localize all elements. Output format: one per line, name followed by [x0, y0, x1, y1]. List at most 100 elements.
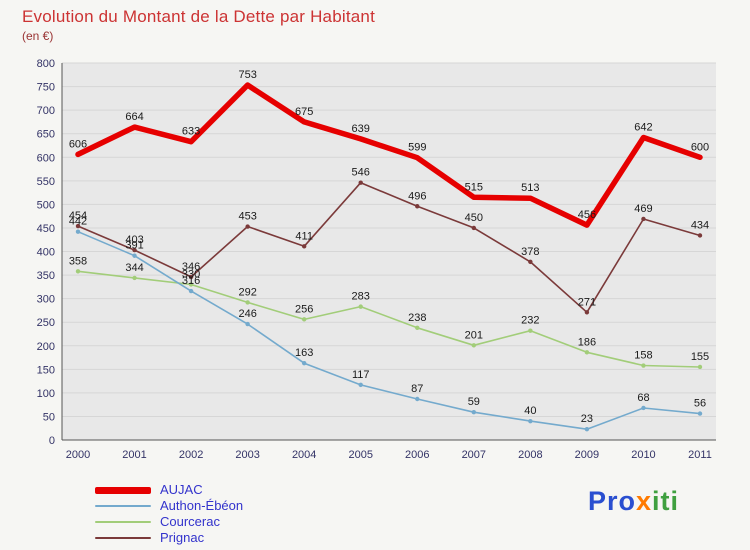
data-label: 450: [465, 212, 483, 224]
data-label: 292: [238, 286, 256, 298]
series-point: [132, 253, 137, 258]
legend-swatch: [95, 505, 151, 507]
series-point: [188, 274, 194, 280]
logo-part: iti: [652, 486, 680, 516]
legend-label: Prignac: [160, 530, 205, 545]
data-label: 664: [125, 111, 143, 123]
data-label: 330: [182, 268, 200, 280]
y-tick-label: 400: [37, 247, 55, 259]
data-label: 256: [295, 303, 313, 315]
series-point: [75, 229, 81, 234]
data-label: 238: [408, 312, 426, 324]
legend-label: Authon-Ébéon: [160, 498, 244, 513]
data-label: 283: [352, 291, 370, 303]
series-point: [245, 224, 250, 229]
series-point: [584, 426, 590, 432]
series-point: [75, 223, 81, 229]
series-point: [301, 360, 307, 366]
legend-label: AUJAC: [160, 482, 203, 497]
series-point: [641, 363, 646, 368]
data-label: 411: [295, 230, 313, 242]
data-label: 117: [352, 369, 370, 381]
x-tick-label: 2000: [66, 449, 90, 461]
data-label: 59: [468, 396, 480, 408]
data-label: 87: [411, 383, 423, 395]
series-point: [415, 396, 420, 402]
legend-label: Courcerac: [160, 514, 220, 529]
series-line-Authon-Ébéon: [77, 230, 701, 430]
data-label: 403: [125, 234, 143, 246]
data-label: 642: [634, 121, 652, 133]
y-tick-label: 100: [37, 388, 55, 400]
x-tick-label: 2008: [518, 449, 542, 461]
series-point: [697, 364, 703, 370]
data-label: 201: [465, 329, 483, 341]
legend-item-Courcerac: Courcerac: [95, 514, 243, 530]
data-label: 391: [125, 240, 143, 252]
y-tick-label: 700: [37, 105, 55, 117]
data-label: 456: [578, 209, 596, 221]
legend-swatch: [95, 521, 151, 523]
legend-item-AUJAC: AUJAC: [95, 482, 243, 498]
legend-item-Prignac: Prignac: [95, 530, 243, 546]
series-point: [415, 325, 420, 331]
y-tick-label: 500: [37, 199, 55, 211]
series-point: [471, 409, 477, 415]
logo-part: x: [636, 486, 653, 516]
y-tick-label: 150: [37, 364, 55, 376]
chart-legend: AUJAC Authon-Ébéon Courcerac Prignac: [95, 482, 243, 546]
logo-part: Pro: [588, 486, 637, 516]
series-point: [301, 317, 307, 322]
data-label: 56: [694, 398, 706, 410]
data-label: 454: [69, 210, 87, 222]
y-tick-label: 0: [49, 435, 55, 447]
series-point: [132, 247, 137, 253]
data-label: 600: [691, 141, 709, 153]
data-label: 344: [125, 262, 143, 274]
series-point: [245, 300, 250, 305]
series-point: [528, 328, 533, 333]
series-point: [584, 350, 590, 355]
data-label: 271: [578, 296, 596, 308]
series-point: [132, 275, 137, 281]
series-point: [245, 321, 250, 327]
y-tick-label: 350: [37, 270, 55, 282]
series-point: [188, 282, 194, 287]
x-tick-label: 2006: [405, 449, 429, 461]
series-point: [528, 418, 533, 424]
data-label: 378: [521, 246, 539, 258]
x-tick-label: 2002: [179, 449, 203, 461]
series-point: [415, 204, 420, 209]
series-point: [697, 233, 703, 238]
line-chart: 0 50 100 150 200 250 300 350 400 450 500 550 600 650 7…: [37, 58, 716, 461]
data-label: 316: [182, 275, 200, 287]
data-label: 633: [182, 126, 200, 138]
series-point: [641, 405, 646, 411]
y-tick-label: 750: [37, 82, 55, 94]
series-line-AUJAC: [75, 82, 703, 228]
data-label: 753: [238, 69, 256, 81]
data-label: 442: [69, 216, 87, 228]
data-label: 358: [69, 255, 87, 267]
data-label: 186: [578, 336, 596, 348]
data-label: 639: [352, 123, 370, 135]
x-tick-label: 2010: [631, 449, 655, 461]
data-label: 40: [524, 405, 536, 417]
data-label: 453: [238, 211, 256, 223]
y-tick-label: 200: [37, 341, 55, 353]
legend-item-Authon-Ébéon: Authon-Ébéon: [95, 498, 243, 514]
data-label: 546: [352, 167, 370, 179]
y-tick-label: 600: [37, 152, 55, 164]
series-point: [471, 225, 477, 231]
x-tick-label: 2003: [235, 449, 259, 461]
series-line-Courcerac: [77, 270, 701, 368]
series-point: [301, 244, 307, 249]
data-label: 246: [238, 308, 256, 320]
series-line-Prignac: [77, 181, 701, 314]
y-tick-label: 250: [37, 317, 55, 329]
series-point: [471, 343, 477, 348]
data-label: 158: [634, 350, 652, 362]
x-tick-label: 2009: [575, 449, 599, 461]
series-point: [358, 304, 363, 309]
data-label: 606: [69, 138, 87, 150]
